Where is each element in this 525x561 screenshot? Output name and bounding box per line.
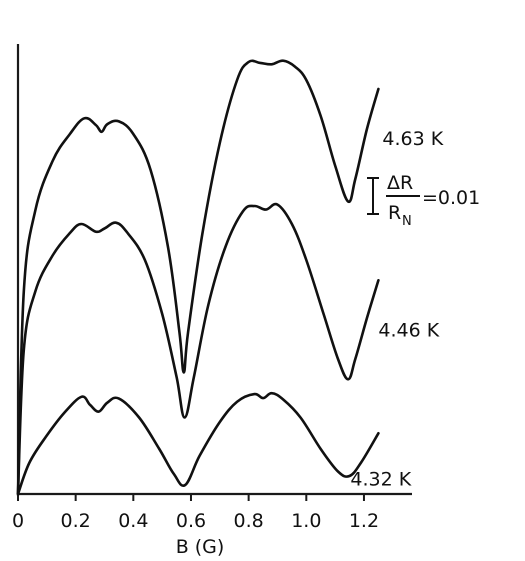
scale-value: =0.01 — [422, 187, 480, 209]
scale-denominator-subscript: N — [402, 214, 412, 229]
x-tick-label: 0 — [12, 510, 24, 532]
x-tick-label: 0.8 — [234, 510, 264, 532]
x-tick-label: 0.2 — [61, 510, 91, 532]
curve-4-46-k — [16, 202, 380, 496]
scale-bar: ΔR R N =0.01 — [367, 172, 480, 229]
scale-numerator: ΔR — [387, 172, 413, 194]
series-label: 4.63 K — [382, 128, 443, 150]
scale-denominator: R — [388, 202, 401, 224]
curves — [16, 59, 380, 496]
x-ticks: 0 0.2 0.4 0.6 0.8 1.0 1.2 — [12, 494, 379, 532]
x-tick-label: 1.0 — [291, 510, 321, 532]
curve-4-63-k — [16, 59, 380, 496]
x-tick-label: 0.4 — [118, 510, 148, 532]
x-tick-label: 0.6 — [176, 510, 206, 532]
curve-4-32-k — [16, 391, 380, 496]
series-label: 4.32 K — [350, 468, 411, 490]
series-label: 4.46 K — [378, 319, 439, 341]
series-labels: 4.63 K 4.46 K 4.32 K — [350, 128, 443, 490]
x-axis-title: B (G) — [176, 536, 225, 558]
x-tick-label: 1.2 — [349, 510, 379, 532]
